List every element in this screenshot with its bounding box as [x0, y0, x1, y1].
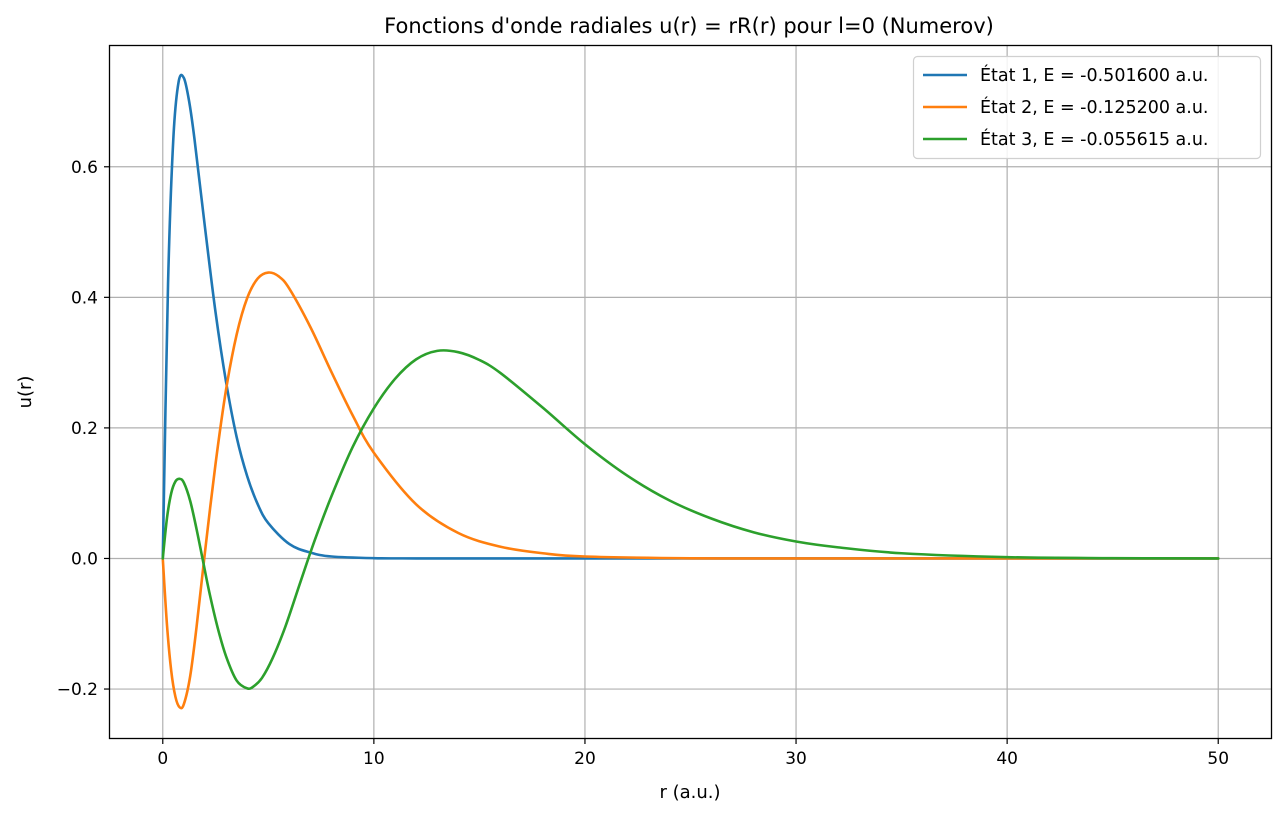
y-axis-label: u(r) [15, 376, 36, 409]
series-line-etat-2 [161, 271, 1220, 710]
legend-label-etat-2: État 2, E = -0.125200 a.u. [980, 96, 1209, 118]
chart-title: Fonctions d'onde radiales u(r) = rR(r) p… [384, 14, 994, 38]
x-tick-label-50: 50 [1207, 749, 1229, 769]
y-tick-label-0-2: 0.2 [71, 419, 98, 439]
legend-box [912, 55, 1262, 160]
x-tick-label-40: 40 [996, 749, 1018, 769]
y-tick-label-0-4: 0.4 [71, 288, 98, 308]
series-line-etat-3 [161, 349, 1220, 691]
grid-lines [110, 46, 1271, 738]
x-tick-label-10: 10 [363, 749, 385, 769]
x-tick-label-0: 0 [157, 749, 168, 769]
plot-frame [108, 44, 1273, 740]
x-tick-label-20: 20 [574, 749, 596, 769]
y-tick-label-0-6: 0.6 [71, 158, 98, 178]
legend-label-etat-3: État 3, E = -0.055615 a.u. [980, 128, 1209, 150]
legend: État 1, E = -0.501600 a.u. État 2, E = -… [912, 55, 1262, 160]
plot-series [161, 73, 1220, 710]
x-tick-label-30: 30 [785, 749, 807, 769]
axis-ticks: 0 10 20 30 40 50 −0.2 0.0 0.2 0.4 0.6 [57, 158, 1229, 769]
legend-label-etat-1: État 1, E = -0.501600 a.u. [980, 64, 1209, 86]
x-axis-label: r (a.u.) [659, 782, 720, 803]
y-tick-label-0-2: −0.2 [57, 680, 98, 700]
y-tick-label-0-0: 0.0 [71, 549, 98, 569]
